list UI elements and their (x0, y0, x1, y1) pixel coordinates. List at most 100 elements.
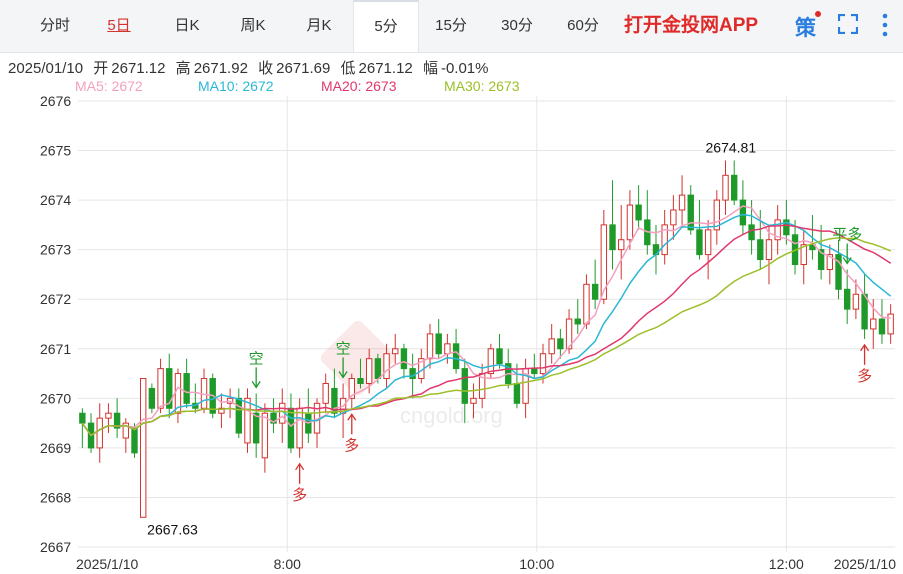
candle-body (539, 353, 547, 375)
candle-body (122, 422, 129, 439)
candle-body (678, 194, 686, 211)
close-label: 收 (258, 60, 274, 77)
tab-intraday[interactable]: 分时 (39, 17, 70, 34)
candle-body (400, 348, 408, 370)
tab-5min[interactable]: 5分 (353, 0, 419, 52)
candle-body (139, 378, 147, 518)
y-tick-label: 2671 (40, 341, 71, 357)
signal-arrowhead (295, 462, 305, 471)
y-axis: 2667 2668 2669 2670 2671 2672 2673 2674 2675 2676 (40, 93, 71, 555)
info-date: 2025/01/10 (8, 60, 84, 77)
candle-body (470, 397, 477, 404)
candle-body (635, 204, 642, 221)
candle-body (426, 333, 434, 360)
candle-body (583, 283, 590, 325)
signal-label: 多 (292, 486, 307, 504)
candle-body (296, 407, 303, 449)
y-tick-label: 2673 (40, 242, 71, 258)
candle-body (79, 412, 86, 424)
candle-body (704, 229, 712, 256)
candle-body (435, 333, 442, 355)
candle-body (574, 318, 581, 325)
ma30-legend: MA30: 2673 (444, 78, 520, 94)
ma5-line (81, 205, 891, 437)
high-value: 2671.92 (193, 60, 248, 77)
x-tick-label: 2025/1/10 (834, 556, 896, 572)
candle-body (218, 407, 225, 414)
candle-body (452, 343, 460, 370)
y-tick-label: 2672 (40, 291, 71, 307)
x-tick-label: 10:00 (519, 556, 554, 572)
more-options-icon[interactable] (882, 13, 888, 37)
candle-body (591, 283, 599, 300)
signal-arrowhead (251, 381, 261, 389)
candle-body (722, 174, 729, 201)
candle-body (96, 417, 103, 449)
strategy-icon[interactable]: 策 (795, 17, 816, 40)
candle-body (270, 412, 277, 424)
candle-body (235, 397, 242, 434)
candle-body (748, 224, 755, 241)
ma-lines-layer (81, 205, 892, 437)
candle-body (713, 199, 721, 231)
candle-body (461, 368, 468, 404)
candle-body (392, 348, 399, 355)
candle-body (287, 407, 295, 449)
candle-body (252, 412, 260, 444)
candle-body (261, 412, 269, 459)
candle-body (757, 239, 764, 261)
candle-body (783, 219, 790, 236)
close-value: 2671.69 (276, 60, 331, 77)
x-tick-label: 8:00 (274, 556, 301, 572)
candle-body (696, 229, 703, 256)
y-tick-label: 2675 (40, 143, 71, 159)
candle-body (731, 174, 738, 201)
candle-body (835, 254, 842, 290)
candle-body (609, 224, 616, 251)
candle-body (365, 358, 373, 384)
open-value: 2671.12 (111, 60, 166, 77)
candle-body (531, 368, 538, 375)
candle-body (618, 239, 625, 251)
tab-15min[interactable]: 15分 (435, 17, 467, 34)
candle-body (444, 343, 451, 355)
candle-body (774, 219, 781, 241)
svg-text:cngold.org: cngold.org (400, 403, 503, 428)
candle-body (844, 288, 851, 310)
signal-arrowhead (860, 343, 870, 352)
y-tick-label: 2674 (40, 192, 71, 208)
open-app-link[interactable]: 打开金投网APP (624, 15, 759, 36)
tab-weekly-k[interactable]: 周K (240, 17, 266, 34)
candle-body (661, 224, 668, 256)
low-value: 2671.12 (358, 60, 413, 77)
y-tick-label: 2669 (40, 440, 71, 456)
candle-body (861, 293, 868, 330)
y-tick-label: 2667 (40, 539, 71, 555)
candles-layer (79, 160, 894, 518)
high-label: 高 (175, 60, 191, 77)
signal-arrowhead (347, 413, 357, 421)
candle-body (817, 249, 825, 270)
candle-body (687, 194, 694, 231)
candle-body (565, 318, 573, 350)
candle-body (765, 239, 773, 261)
tab-30min[interactable]: 30分 (501, 17, 533, 34)
low-price-label: 2667.63 (147, 521, 198, 537)
candle-body (409, 368, 416, 380)
tab-60min[interactable]: 60分 (567, 17, 599, 34)
tab-monthly-k[interactable]: 月K (306, 17, 332, 34)
candle-body (670, 209, 677, 226)
signal-label: 多 (857, 367, 872, 385)
change-label: 幅 (422, 60, 438, 77)
signal-label: 空 (249, 349, 264, 367)
open-label: 开 (93, 60, 109, 77)
fullscreen-icon[interactable] (838, 14, 858, 34)
high-price-label: 2674.81 (706, 139, 757, 155)
tab-5day[interactable]: 5日 (107, 17, 131, 34)
candle-body (131, 427, 138, 454)
tab-daily-k[interactable]: 日K (174, 17, 200, 34)
candle-body (878, 318, 886, 335)
candle-body (487, 348, 495, 375)
candle-body (870, 318, 877, 330)
